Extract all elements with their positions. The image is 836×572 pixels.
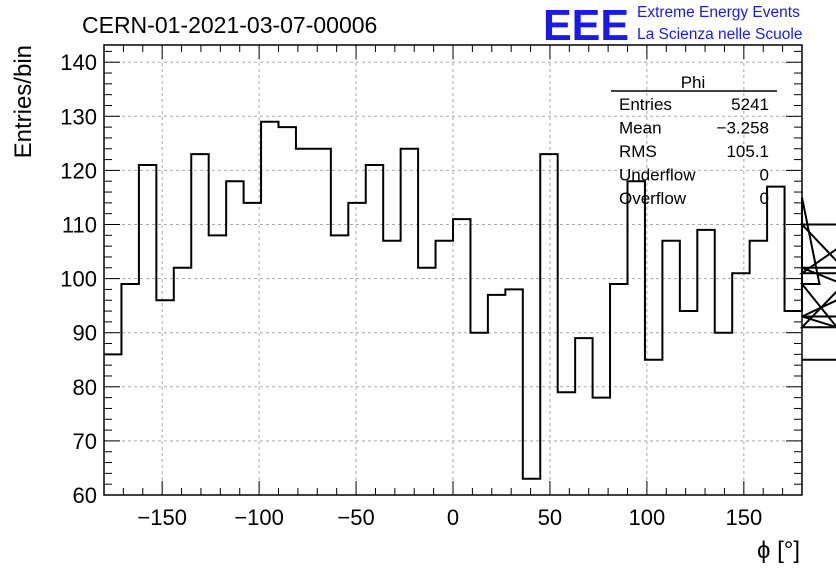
y-tick-labels: 60 70 80 90 100 110 120 130 140 [60, 50, 97, 508]
stats-row-value: −3.258 [717, 119, 769, 138]
x-tick-label: 0 [447, 505, 459, 530]
histogram-bin [226, 181, 243, 495]
x-tick-label: 50 [538, 505, 562, 530]
y-tick-label: 70 [73, 429, 97, 454]
y-tick-label: 60 [73, 483, 97, 508]
stats-box: Phi Entries 5241 Mean −3.258 RMS 105.1 Underfl… [611, 73, 777, 208]
stats-row-value: 0 [760, 166, 769, 185]
stats-row-label: Overflow [619, 189, 687, 208]
histogram-bin [732, 273, 749, 495]
y-tick-label: 80 [73, 375, 97, 400]
histogram-bin [470, 333, 487, 495]
histogram-bin [436, 241, 453, 495]
stats-row-value: 105.1 [726, 142, 769, 161]
x-tick-label: −50 [337, 505, 374, 530]
stats-row-label: Entries [619, 95, 672, 114]
histogram-bin [785, 311, 802, 495]
histogram-bin [401, 149, 418, 495]
histogram-bin [418, 268, 435, 495]
histogram-bin [313, 149, 330, 495]
y-tick-label: 140 [60, 50, 97, 75]
histogram-bin [645, 360, 662, 495]
histogram-bin [209, 235, 226, 495]
histogram-bin [750, 241, 767, 495]
y-tick-label: 110 [62, 213, 97, 238]
histogram-bin [575, 338, 592, 495]
org-name-line2: La Scienza nelle Scuole [637, 26, 802, 43]
stats-row-label: RMS [619, 142, 657, 161]
stats-row-label: Underflow [619, 166, 696, 185]
stats-row-value: 0 [760, 189, 769, 208]
stats-row-label: Mean [619, 119, 662, 138]
x-tick-label: 150 [725, 505, 762, 530]
histogram-bin [453, 219, 470, 495]
histogram-bin [680, 311, 697, 495]
histogram-bin [628, 181, 645, 495]
axis-ticks [104, 45, 802, 496]
histogram-bin [767, 187, 784, 495]
histogram-bin [156, 300, 173, 495]
histogram-bin [296, 149, 313, 495]
run-title: CERN-01-2021-03-07-00006 [82, 12, 377, 38]
stats-title: Phi [681, 73, 706, 92]
histogram-bin [488, 295, 505, 495]
histogram-bin [662, 241, 679, 495]
histogram-bin [121, 284, 138, 495]
x-axis-title: ϕ [°] [757, 537, 800, 564]
histogram-bin [383, 241, 400, 495]
x-tick-label: −150 [137, 505, 187, 530]
y-tick-label: 120 [60, 158, 97, 183]
histogram-bin [104, 354, 121, 495]
x-tick-labels: −150 −100 −50 0 50 100 150 [137, 505, 762, 530]
histogram-bin [593, 398, 610, 495]
y-tick-label: 130 [60, 104, 97, 129]
histogram-bin [610, 284, 627, 495]
histogram-bin [174, 268, 191, 495]
x-tick-label: −100 [234, 505, 284, 530]
stats-row-value: 5241 [731, 95, 769, 114]
eee-logo: EEE [543, 1, 629, 50]
histogram-bin [244, 203, 261, 495]
histogram-bin [279, 127, 296, 495]
histogram-bin [331, 235, 348, 495]
histogram-bin [261, 122, 278, 495]
histogram-bin [139, 165, 156, 495]
histogram-outline [104, 120, 836, 480]
y-tick-label: 90 [73, 321, 97, 346]
histogram [104, 120, 836, 495]
y-axis-title: Entries/bin [10, 45, 37, 158]
org-name-line1: Extreme Energy Events [637, 4, 800, 21]
histogram-bin [715, 333, 732, 495]
histogram-bin [558, 392, 575, 495]
x-tick-label: 100 [629, 505, 666, 530]
histogram-bin [505, 289, 522, 495]
histogram-bin [523, 479, 540, 495]
histogram-bin [540, 154, 557, 495]
y-tick-label: 100 [60, 267, 97, 292]
histogram-bin [348, 203, 365, 495]
histogram-bin [366, 165, 383, 495]
histogram-bin [697, 230, 714, 495]
histogram-bin [191, 154, 208, 495]
